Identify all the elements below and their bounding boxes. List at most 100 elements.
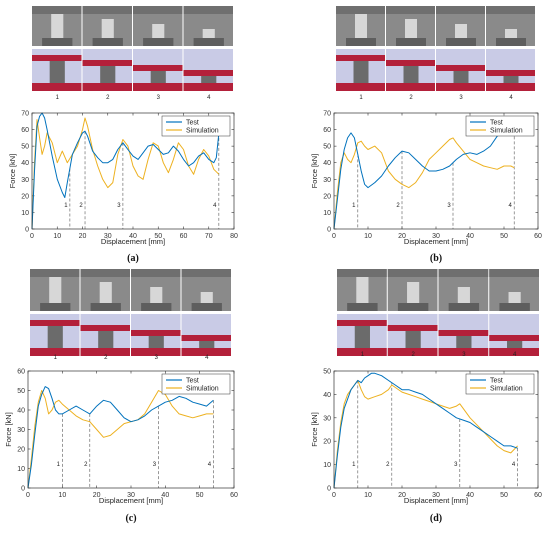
press-head (80, 269, 130, 277)
x-tick-label: 10 (53, 233, 61, 240)
simulation-frame: 4 (183, 49, 233, 101)
bottom-plate (133, 83, 183, 91)
top-plate (131, 330, 181, 336)
press-head (181, 269, 231, 277)
specimen (457, 287, 470, 303)
press-base (42, 38, 73, 46)
y-tick-label: 40 (323, 392, 331, 399)
simulation-frame: 1 (32, 49, 82, 101)
plot-area: 0 10 20 30 40 50 60 70 80 0 10 20 30 40 50 60 70 1 2 3 4 Test… (8, 111, 238, 247)
x-tick-label: 20 (398, 492, 406, 499)
y-axis-label: Force [kN] (8, 154, 17, 189)
press-head (387, 269, 438, 277)
press-head (436, 6, 485, 14)
y-tick-label: 10 (17, 466, 25, 473)
specimen (152, 24, 165, 38)
bottom-plate (386, 83, 435, 91)
y-axis-label: Force [kN] (310, 412, 319, 447)
marker-label: 4 (509, 203, 513, 209)
press-base (40, 303, 71, 311)
simulation-frame: 1 (30, 314, 80, 361)
legend-box (161, 115, 231, 137)
marker-label: 2 (386, 462, 390, 468)
photo-frame (489, 269, 539, 311)
press-base (397, 303, 429, 311)
tube (47, 326, 63, 348)
specimen (99, 282, 112, 303)
specimen (49, 277, 62, 303)
legend-entry: Test (490, 120, 503, 127)
legend-entry: Simulation (186, 386, 219, 393)
simulation-frame: 4 (489, 314, 539, 358)
frame-label: 1 (54, 355, 58, 361)
y-tick-label: 0 (327, 486, 331, 493)
frame-label: 2 (411, 352, 415, 358)
press-head (30, 269, 80, 277)
y-tick-label: 50 (323, 369, 331, 376)
press-base (446, 38, 476, 46)
press-head (131, 269, 181, 277)
y-tick-label: 50 (21, 144, 29, 151)
marker-label: 1 (64, 203, 68, 209)
tube (456, 336, 472, 348)
y-tick-label: 70 (323, 111, 331, 118)
bottom-plate (486, 83, 535, 91)
top-plate (80, 325, 130, 331)
y-tick-label: 70 (21, 111, 29, 118)
y-tick-label: 40 (21, 160, 29, 167)
specimen (407, 282, 420, 303)
press-head (486, 6, 535, 14)
y-tick-label: 0 (25, 227, 29, 234)
marker-label: 3 (153, 462, 157, 468)
frame-label: 1 (361, 352, 365, 358)
series-line-test (27, 386, 214, 489)
tube (354, 326, 370, 348)
bottom-plate (30, 348, 80, 356)
photo-frame (438, 269, 489, 311)
simulation-frame: 3 (133, 49, 183, 101)
y-tick-label: 60 (21, 127, 29, 134)
tube (405, 331, 421, 348)
photo-frame (183, 6, 233, 46)
simulation-frame: 2 (82, 49, 132, 101)
x-tick-label: 80 (230, 233, 238, 240)
x-tick-label: 10 (58, 492, 66, 499)
press-base (448, 303, 480, 311)
specimen (505, 29, 517, 38)
x-tick-label: 70 (205, 233, 213, 240)
top-plate (133, 65, 183, 71)
tube (150, 71, 166, 83)
photo-frame (486, 6, 535, 46)
photo-frame (387, 269, 438, 311)
y-tick-label: 20 (323, 439, 331, 446)
frame-label: 4 (509, 95, 513, 101)
x-tick-label: 20 (398, 233, 406, 240)
y-tick-label: 10 (323, 462, 331, 469)
frame-label: 2 (409, 95, 413, 101)
press-head (489, 269, 539, 277)
axes-box (31, 112, 235, 230)
y-tick-label: 60 (323, 127, 331, 134)
x-tick-label: 30 (104, 233, 112, 240)
y-axis-label: Force [kN] (310, 154, 319, 189)
photo-frame (32, 6, 82, 46)
marker-label: 3 (117, 203, 121, 209)
top-plate (486, 70, 535, 76)
specimen (356, 277, 369, 303)
x-tick-label: 60 (534, 492, 542, 499)
y-tick-label: 30 (323, 177, 331, 184)
x-tick-label: 30 (432, 492, 440, 499)
bottom-plate (183, 83, 233, 91)
y-tick-label: 0 (327, 227, 331, 234)
x-tick-label: 30 (432, 233, 440, 240)
simulation-frame: 3 (438, 314, 489, 358)
top-plate (386, 60, 435, 66)
frame-label: 3 (459, 95, 463, 101)
press-base (90, 303, 121, 311)
x-tick-label: 60 (230, 492, 238, 499)
y-tick-label: 50 (323, 144, 331, 151)
